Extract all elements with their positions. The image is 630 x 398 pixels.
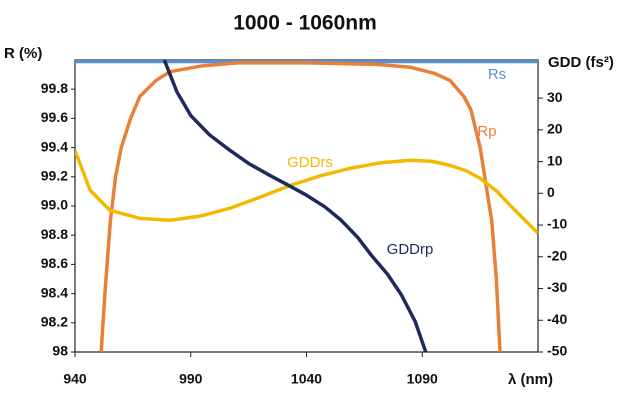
y-tick-label: 98.2 — [41, 314, 68, 330]
y-tick-label: 99.6 — [41, 109, 68, 125]
y-tick-label: 99.8 — [41, 80, 68, 96]
y-tick-label: 98.4 — [41, 284, 68, 300]
x-axis-label: λ (nm) — [508, 371, 553, 388]
y2-tick-label: 20 — [547, 121, 563, 137]
x-tick-label: 1090 — [407, 371, 438, 387]
series-label: Rs — [488, 66, 506, 83]
y2-tick-label: -40 — [547, 311, 567, 327]
y-axis-label: R (%) — [4, 45, 42, 62]
y2-tick-label: 0 — [547, 184, 555, 200]
y2-tick-label: 10 — [547, 152, 563, 168]
x-tick-label: 1040 — [291, 371, 322, 387]
y-tick-label: 99.4 — [41, 138, 68, 154]
y-tick-label: 98 — [52, 343, 68, 359]
series-line — [162, 60, 428, 352]
x-tick-label: 940 — [63, 371, 87, 387]
y-tick-label: 98.6 — [41, 255, 68, 271]
y-tick-label: 98.8 — [41, 226, 68, 242]
series-label: Rp — [477, 123, 496, 140]
y2-tick-label: -30 — [547, 279, 567, 295]
y2-tick-label: -20 — [547, 247, 567, 263]
y-tick-label: 99.0 — [41, 197, 68, 213]
y2-tick-label: 30 — [547, 89, 563, 105]
chart-title: 1000 - 1060nm — [233, 12, 377, 35]
series-line — [99, 61, 502, 352]
y2-tick-label: -50 — [547, 343, 567, 359]
series-label: GDDrp — [387, 241, 434, 258]
y2-tick-label: -10 — [547, 216, 567, 232]
series-line — [75, 149, 538, 235]
y2-axis-label: GDD (fs²) — [548, 54, 614, 71]
series-label: GDDrs — [287, 154, 333, 171]
x-tick-label: 990 — [179, 371, 203, 387]
y-tick-label: 99.2 — [41, 168, 68, 184]
